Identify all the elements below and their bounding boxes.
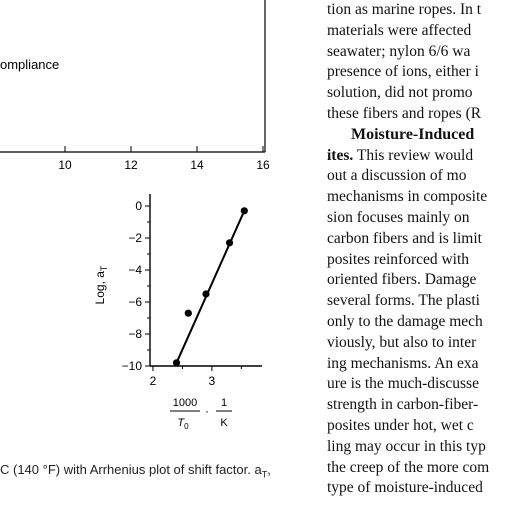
- data-point: [240, 207, 248, 215]
- x-label-dot: ·: [205, 404, 209, 418]
- arrhenius-marks: [172, 207, 248, 367]
- text-line: posites under hot, wet c: [327, 416, 474, 434]
- x-label-denominator: T0: [177, 417, 189, 431]
- text-line: solution, did not promo: [327, 84, 473, 102]
- text-line: these fibers and ropes (R: [327, 104, 482, 122]
- x-label-unit-numerator: 1: [221, 397, 227, 409]
- caption-end: ,: [267, 462, 271, 477]
- data-point: [184, 309, 192, 317]
- text-line: type of moisture-induced: [327, 479, 483, 497]
- text-line: sion focuses mainly on: [327, 208, 470, 226]
- fit-line: [175, 210, 246, 364]
- top-chart-tick-label: 12: [124, 158, 138, 172]
- arrhenius-x-axis-label: 1000 T0 · 1 K: [170, 397, 232, 431]
- body-text-column: tion as marine ropes. In t materials wer…: [327, 0, 512, 499]
- text-line: viously, but also to inter: [327, 333, 477, 351]
- text-line: ure is the much-discusse: [327, 375, 479, 393]
- text-line: materials were affected: [327, 21, 472, 39]
- text-line: ites. This review would: [327, 146, 512, 167]
- arrhenius-axes: [149, 194, 262, 367]
- text-line-rest: This review would: [353, 146, 474, 164]
- text-line: strength in carbon-fiber-: [327, 396, 479, 414]
- arrhenius-ticks: 0 −2 −4 −6 −8 −10 2 3: [122, 199, 242, 388]
- text-line: posites reinforced with: [327, 250, 470, 268]
- y-tick-label: −2: [128, 231, 142, 245]
- text-line: presence of ions, either i: [327, 63, 479, 81]
- figure-caption: C (140 °F) with Arrhenius plot of shift …: [0, 462, 320, 480]
- text-line: only to the damage mech: [327, 312, 483, 330]
- text-line: carbon fibers and is limit: [327, 229, 482, 247]
- text-line: seawater; nylon 6/6 wa: [327, 42, 471, 60]
- x-tick-label: 2: [150, 374, 157, 388]
- y-tick-label: −4: [128, 263, 142, 277]
- x-label-numerator: 1000: [173, 397, 197, 409]
- text-line: ling may occur in this typ: [327, 437, 486, 455]
- data-point: [225, 239, 234, 247]
- x-label-unit-denominator: K: [220, 417, 228, 429]
- text-line: tion as marine ropes. In t: [327, 1, 482, 18]
- top-chart-tick-label: 14: [190, 158, 204, 172]
- caption-text: C (140 °F) with Arrhenius plot of shift …: [0, 462, 262, 477]
- arrhenius-y-axis-label: Log, aT: [93, 265, 109, 304]
- arrhenius-chart: 0 −2 −4 −6 −8 −10 2 3 Log, aT 1000 T0 · 1 K: [93, 194, 262, 431]
- text-line: oriented fibers. Damage: [327, 271, 477, 289]
- section-heading: Moisture-Induced: [327, 125, 512, 146]
- data-point: [172, 359, 181, 367]
- text-line: the creep of the more com: [327, 458, 490, 476]
- top-chart-tick-label: 16: [256, 158, 270, 172]
- y-tick-label: −10: [122, 359, 143, 373]
- top-chart-legend-label: ompliance: [0, 57, 59, 72]
- text-line: several forms. The plasti: [327, 292, 480, 310]
- y-tick-label: −8: [128, 327, 142, 341]
- text-line: mechanisms in composite: [327, 188, 488, 206]
- data-point: [202, 290, 210, 298]
- top-chart-tick-label: 10: [58, 158, 72, 172]
- heading-continuation: ites.: [327, 146, 354, 164]
- text-line: out a discussion of mo: [327, 167, 467, 185]
- caption-subscript: T: [261, 469, 268, 480]
- section-heading-text: Moisture-Induced: [351, 125, 475, 143]
- y-tick-label: 0: [135, 199, 142, 213]
- x-tick-label: 3: [209, 374, 216, 388]
- y-tick-label: −6: [128, 295, 142, 309]
- top-chart: ompliance 10 12 14 16: [0, 0, 270, 172]
- text-line: ing mechanisms. An exa: [327, 354, 479, 372]
